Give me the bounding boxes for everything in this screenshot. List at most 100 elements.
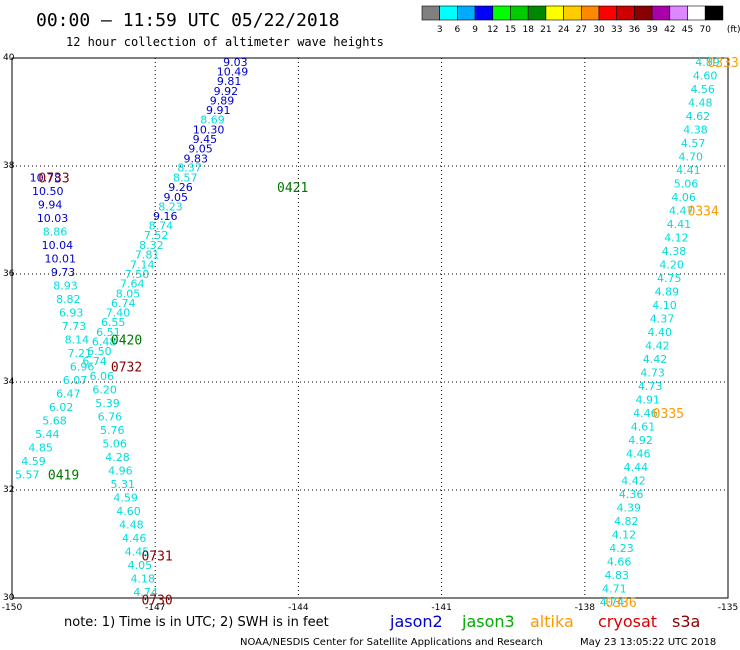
wave-height-value: 5.39 <box>95 397 120 410</box>
wave-height-value: 4.38 <box>662 245 687 258</box>
wave-height-value: 4.44 <box>624 461 649 474</box>
wave-height-value: 4.57 <box>681 137 706 150</box>
wave-height-value: 4.28 <box>105 451 130 464</box>
wave-height-value: 4.96 <box>108 465 133 478</box>
wave-height-value: 4.73 <box>640 366 665 379</box>
wave-height-value: 10.50 <box>32 185 64 198</box>
wave-height-value: 4.48 <box>119 519 144 532</box>
colorbar-swatch <box>704 5 724 21</box>
legend-entry-jason3: jason3 <box>461 612 515 631</box>
colorbar-swatch <box>598 5 618 21</box>
pass-time-labels: 0421 0420 0732 0733 0419 0731 0730 0333 0334 0335… <box>38 56 739 611</box>
colorbar-swatch <box>651 5 671 21</box>
colorbar-tick-label: 39 <box>646 25 658 35</box>
wave-height-value: 4.59 <box>113 492 138 505</box>
colorbar-tick-label: 12 <box>487 25 498 35</box>
wave-height-value: 6.74 <box>82 355 107 368</box>
wave-height-value: 4.74 <box>133 586 158 599</box>
footer-note: note: 1) Time is in UTC; 2) SWH is in fe… <box>64 615 329 630</box>
wave-height-value: 4.83 <box>605 569 630 582</box>
colorbar-tick-label: 9 <box>472 25 478 35</box>
wave-height-value: 6.02 <box>49 401 74 414</box>
wave-height-value: 4.40 <box>647 326 672 339</box>
footer-credit: NOAA/NESDIS Center for Satellite Applica… <box>240 637 543 648</box>
wave-height-value: 4.46 <box>633 407 658 420</box>
wave-height-value: 4.59 <box>21 455 46 468</box>
wave-height-value: 8.14 <box>65 333 90 346</box>
y-tick-label: 40 <box>3 53 15 63</box>
wave-height-value: 4.06 <box>671 191 696 204</box>
wave-height-value: 4.71 <box>602 582 627 595</box>
y-tick-label: 38 <box>3 161 15 171</box>
colorbar-swatch <box>439 5 458 21</box>
wave-height-value: 7.50 <box>125 268 150 281</box>
satellite-legend: jason2 jason3 altika cryosat s3a <box>389 612 700 631</box>
wave-height-value: 6.20 <box>92 384 117 397</box>
wave-height-value: 9.26 <box>168 181 193 194</box>
wave-height-value: 4.70 <box>679 150 704 163</box>
colorbar-tick-label: 27 <box>576 25 587 35</box>
colorbar-swatch <box>421 5 441 21</box>
wave-height-value: 4.82 <box>614 515 639 528</box>
wave-height-value: 9.94 <box>38 198 63 211</box>
y-tick-label: 32 <box>3 485 14 495</box>
colorbar-swatch <box>474 5 494 21</box>
x-tick-label: -150 <box>2 603 23 613</box>
x-tick-label: -144 <box>288 603 309 613</box>
pass-time-label: 0731 <box>141 549 172 564</box>
wave-height-value: 4.48 <box>688 96 713 109</box>
wave-height-value: 9.45 <box>193 133 218 146</box>
colorbar-tick-label: 45 <box>682 25 693 35</box>
wave-height-value: 4.62 <box>686 110 711 123</box>
y-tick-label: 36 <box>3 269 15 279</box>
wave-height-value: 8.37 <box>177 162 202 175</box>
wave-height-value: 4.89 <box>695 56 720 69</box>
wave-height-value: 4.12 <box>664 231 689 244</box>
wave-height-value: 6.50 <box>87 345 112 358</box>
colorbar-tick-label: 70 <box>699 25 711 35</box>
legend-entry-cryosat: cryosat <box>598 612 657 631</box>
colorbar-swatch <box>492 5 511 21</box>
wave-height-value: 9.92 <box>214 85 239 98</box>
wave-height-value: 5.06 <box>102 438 127 451</box>
wave-height-value: 5.76 <box>100 424 125 437</box>
wave-height-value: 6.47 <box>56 387 81 400</box>
wave-height-value: 4.12 <box>612 528 637 541</box>
colorbar-tick-label: 3 <box>437 25 443 35</box>
colorbar-swatch <box>457 5 476 21</box>
wave-height-value: 9.89 <box>210 95 235 108</box>
wave-height-value: 9.16 <box>153 210 178 223</box>
pass-time-label: 0733 <box>38 171 69 186</box>
colorbar-tick-label: 30 <box>593 25 605 35</box>
pass-time-label: 0732 <box>111 360 142 375</box>
wave-height-value: 8.93 <box>53 279 78 292</box>
colorbar-swatch <box>510 5 529 21</box>
wave-height-value: 4.05 <box>128 559 153 572</box>
legend-entry-s3a: s3a <box>672 612 700 631</box>
x-tick-label: -141 <box>431 603 451 613</box>
wave-height-value: 8.86 <box>43 225 68 238</box>
wave-height-value: 9.73 <box>51 266 76 279</box>
colorbar-swatch <box>634 5 653 21</box>
wave-height-value: 8.57 <box>173 171 198 184</box>
wave-height-value: 4.60 <box>116 505 141 518</box>
pass-time-label: 0333 <box>708 56 739 71</box>
wave-height-value: 6.74 <box>111 297 136 310</box>
wave-height-value: 4.89 <box>655 285 680 298</box>
wave-height-value: 10.01 <box>44 252 76 265</box>
wave-height-value: 9.91 <box>206 104 231 117</box>
pass-time-label: 0335 <box>653 407 684 422</box>
wave-height-value: 9.05 <box>163 191 188 204</box>
wave-height-value: 4.92 <box>628 434 653 447</box>
wave-height-value: 7.73 <box>62 320 87 333</box>
wave-height-value: 9.81 <box>217 75 242 88</box>
wave-height-value: 7.40 <box>106 306 131 319</box>
axis-tick-labels: -150 -147 -144 -141 -138 -135 30 32 34 36 38 40 <box>2 53 738 613</box>
wave-height-value: 4.18 <box>131 573 156 586</box>
wave-height-value: 4.75 <box>657 272 682 285</box>
pass-time-label: 0419 <box>48 468 79 483</box>
wave-height-value: 4.47 <box>669 204 694 217</box>
colorbar-swatch <box>545 5 564 21</box>
wave-height-value: 4.46 <box>626 447 651 460</box>
wave-height-value: 4.42 <box>621 474 646 487</box>
